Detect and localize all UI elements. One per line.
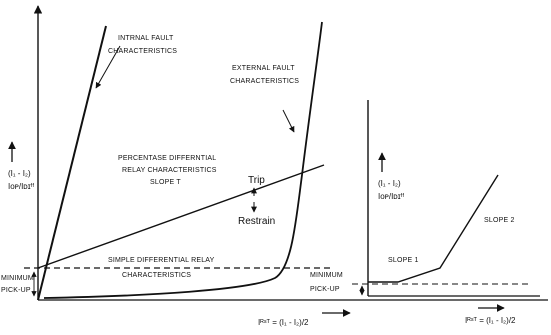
right-min-pickup-label-1: MINIMUM [310,272,343,279]
right-x-label: Iᴿˢᵀ = (I₁ - I₂)/2 [465,316,516,325]
external-fault-label-2: CHARACTERISTICS [230,78,299,85]
left-y-label-bottom: Iᴏᴘ/Iᴅɪᶠᶠ [8,182,34,191]
internal-fault-label-1: INTRNAL FAULT [118,35,174,42]
left-plot: INTRNAL FAULT CHARACTERISTICS EXTERNAL F… [1,5,548,327]
left-y-label-top: (I₁ - I₂) [8,169,31,178]
right-y-label-top: (I₁ - I₂) [378,179,401,188]
restrain-label: Restrain [238,216,275,227]
percentage-differential-line [37,164,325,269]
external-fault-pointer [282,109,295,133]
simple-diff-label-1: SIMPLE DIFFERENTIAL RELAY [108,257,215,264]
right-plot: (I₁ - I₂) Iᴏᴘ/Iᴅɪᶠᶠ SLOPE 1 SLOPE 2 MINI… [310,100,540,325]
slope1-label: SLOPE 1 [388,257,419,264]
trip-label: Trip [248,175,265,186]
external-fault-curve [43,21,323,299]
pct-diff-label-2: RELAY CHARACTERISTICS [122,167,217,174]
internal-fault-line [37,25,107,301]
internal-fault-pointer [95,45,121,89]
pct-diff-label-1: PERCENTASE DIFFERNTIAL [118,155,216,162]
left-min-pickup-label-1: MINIMUM [1,275,34,282]
internal-fault-label-2: CHARACTERISTICS [108,48,177,55]
external-fault-label-1: EXTERNAL FAULT [232,65,295,72]
slope2-label: SLOPE 2 [484,217,515,224]
left-min-pickup-label-2: PICK-UP [1,287,31,294]
left-x-label: Iᴿˢᵀ = (I₁ - I₂)/2 [258,318,309,327]
pct-diff-label-3: SLOPE T [150,179,181,186]
right-min-pickup-label-2: PICK-UP [310,286,340,293]
dual-slope-characteristic [368,174,499,283]
right-y-label-bottom: Iᴏᴘ/Iᴅɪᶠᶠ [378,192,404,201]
simple-diff-label-2: CHARACTERISTICS [122,272,191,279]
